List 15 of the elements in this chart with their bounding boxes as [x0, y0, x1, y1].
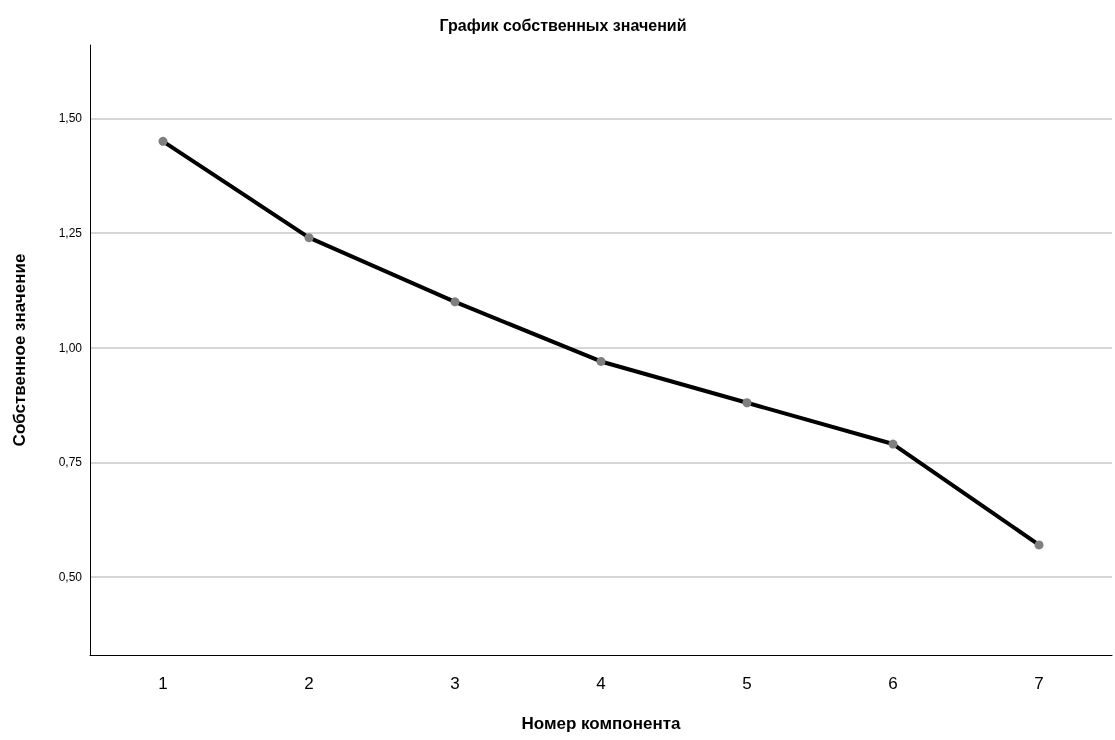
x-tick-label: 7	[1034, 674, 1044, 693]
y-tick-label: 1,25	[58, 226, 83, 241]
y-tick-label: 0,50	[58, 570, 83, 585]
y-axis-title: Собственное значение	[10, 253, 29, 447]
y-tick-label: 1,00	[58, 340, 83, 355]
y-tick-label: 0,75	[58, 455, 83, 470]
x-tick-label: 3	[450, 674, 460, 693]
y-tick-label: 1,50	[58, 111, 83, 126]
x-tick-label: 2	[304, 674, 314, 693]
x-tick-label: 6	[888, 674, 898, 693]
x-tick-label: 1	[158, 674, 168, 693]
x-tick-label: 5	[742, 674, 752, 693]
chart-title: График собственных значений	[439, 16, 687, 34]
x-axis-title: Номер компонента	[521, 714, 682, 733]
x-tick-label: 4	[596, 674, 606, 693]
